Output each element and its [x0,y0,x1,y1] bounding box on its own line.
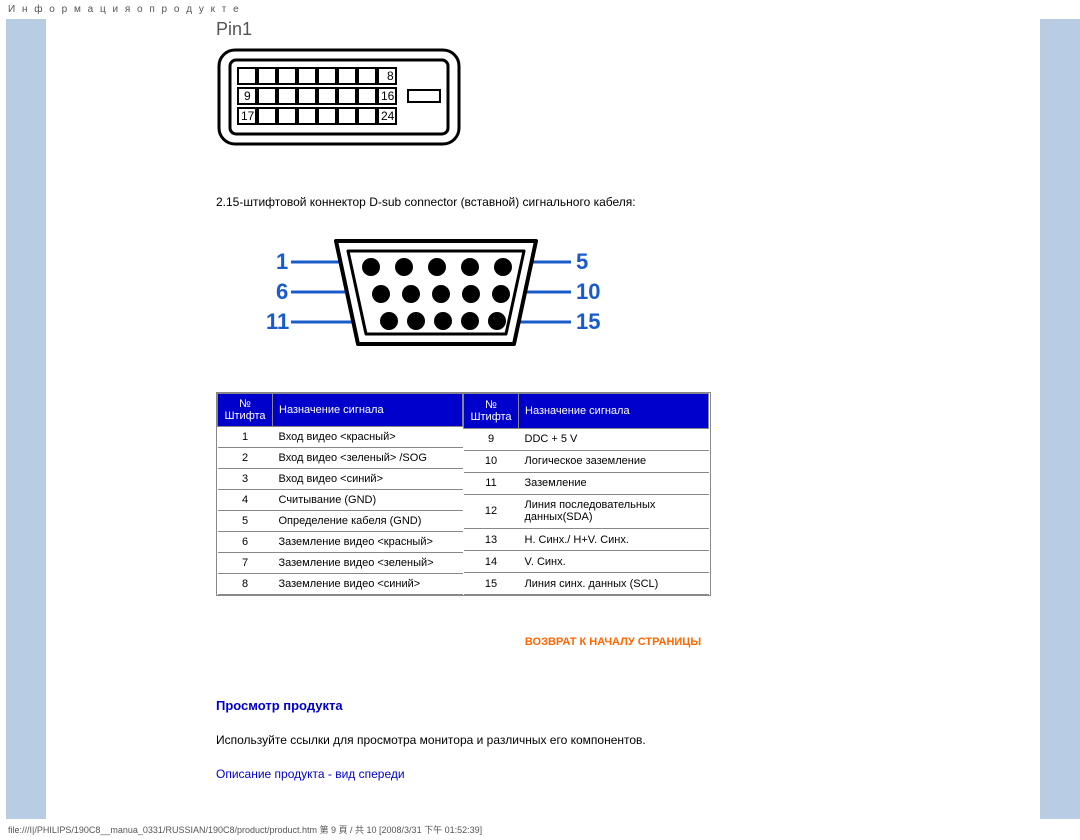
th-signal: Назначение сигнала [519,394,709,429]
svg-text:10: 10 [576,279,600,304]
pin-signal: Заземление видео <синий> [273,574,463,595]
dvi-pin-8: 8 [387,69,394,83]
front-view-link[interactable]: Описание продукта - вид спереди [216,767,405,781]
table-row: 4Считывание (GND) [218,490,463,511]
pin-num: 12 [464,494,519,529]
pin-num: 15 [464,573,519,595]
table-row: 14V. Синх. [464,551,709,573]
svg-text:1: 1 [276,249,288,274]
page-wrap: Pin1 8 9 [0,19,1080,819]
table-row: 5Определение кабеля (GND) [218,511,463,532]
dvi-pin-24: 24 [381,109,395,123]
dvi-pin-17: 17 [241,109,255,123]
pin-num: 13 [464,529,519,551]
th-pin-num: № Штифта [218,394,273,427]
pin-num: 8 [218,574,273,595]
table-row: 1Вход видео <красный> [218,427,463,448]
pin-num: 5 [218,511,273,532]
pin-signal: Заземление видео <зеленый> [273,553,463,574]
dvi-connector-diagram: 8 9 16 17 24 [216,42,1010,155]
product-view-text: Используйте ссылки для просмотра монитор… [216,733,1010,747]
table-row: 7Заземление видео <зеленый> [218,553,463,574]
section-title-product-view: Просмотр продукта [216,698,1010,713]
table-row: 15Линия синх. данных (SCL) [464,573,709,595]
th-signal: Назначение сигнала [273,394,463,427]
pin-num: 4 [218,490,273,511]
pin-table-left: № Штифта Назначение сигнала 1Вход видео … [217,393,463,595]
pin-signal: Вход видео <синий> [273,469,463,490]
pin-signal: Вход видео <зеленый> /SOG [273,448,463,469]
breadcrumb-header: И н ф о р м а ц и я о п р о д у к т е [0,0,1080,19]
pin-num: 10 [464,450,519,472]
pin-signal: Определение кабеля (GND) [273,511,463,532]
pin1-label: Pin1 [216,19,1010,40]
table-row: 8Заземление видео <синий> [218,574,463,595]
pin-num: 2 [218,448,273,469]
pin-signal: Вход видео <красный> [273,427,463,448]
pin-signal: V. Синх. [519,551,709,573]
pin-num: 11 [464,472,519,494]
left-sidebar [6,19,46,819]
table-row: 2Вход видео <зеленый> /SOG [218,448,463,469]
table-row: 6Заземление видео <красный> [218,532,463,553]
table-row: 12Линия последовательных данных(SDA) [464,494,709,529]
pin-signal: Линия последовательных данных(SDA) [519,494,709,529]
return-to-top-link[interactable]: ВОЗВРАТ К НАЧАЛУ СТРАНИЦЫ [216,636,1010,648]
table-row: 3Вход видео <синий> [218,469,463,490]
pin-num: 14 [464,551,519,573]
pin-signal: H. Синх./ H+V. Синх. [519,529,709,551]
pin-signal: Заземление [519,472,709,494]
pin-assignment-table: № Штифта Назначение сигнала 1Вход видео … [216,392,711,596]
pin-signal: Линия синх. данных (SCL) [519,573,709,595]
svg-text:6: 6 [276,279,288,304]
th-pin-num: № Штифта [464,394,519,429]
pin-signal: Заземление видео <красный> [273,532,463,553]
file-path-footer: file:///I|/PHILIPS/190C8__manua_0331/RUS… [0,819,1080,840]
pin-num: 1 [218,427,273,448]
table-row: 10Логическое заземление [464,450,709,472]
pin-signal: Логическое заземление [519,450,709,472]
pin-table-right: № Штифта Назначение сигнала 9DDC + 5 V10… [463,393,709,595]
vga-connector-diagram: 1 6 11 5 10 15 [256,229,1010,362]
pin-num: 7 [218,553,273,574]
pin-num: 3 [218,469,273,490]
svg-text:15: 15 [576,309,600,334]
table-row: 13H. Синх./ H+V. Синх. [464,529,709,551]
pin-signal: Считывание (GND) [273,490,463,511]
svg-text:5: 5 [576,249,588,274]
dvi-pin-9: 9 [244,89,251,103]
pin-num: 6 [218,532,273,553]
pin-signal: DDC + 5 V [519,428,709,450]
right-sidebar [1040,19,1080,819]
main-content: Pin1 8 9 [46,19,1040,819]
dvi-pin-16: 16 [381,89,395,103]
table-row: 11Заземление [464,472,709,494]
svg-text:11: 11 [266,309,289,334]
dsub-description: 2.15-штифтовой коннектор D-sub connector… [216,195,1010,209]
table-row: 9DDC + 5 V [464,428,709,450]
pin-num: 9 [464,428,519,450]
